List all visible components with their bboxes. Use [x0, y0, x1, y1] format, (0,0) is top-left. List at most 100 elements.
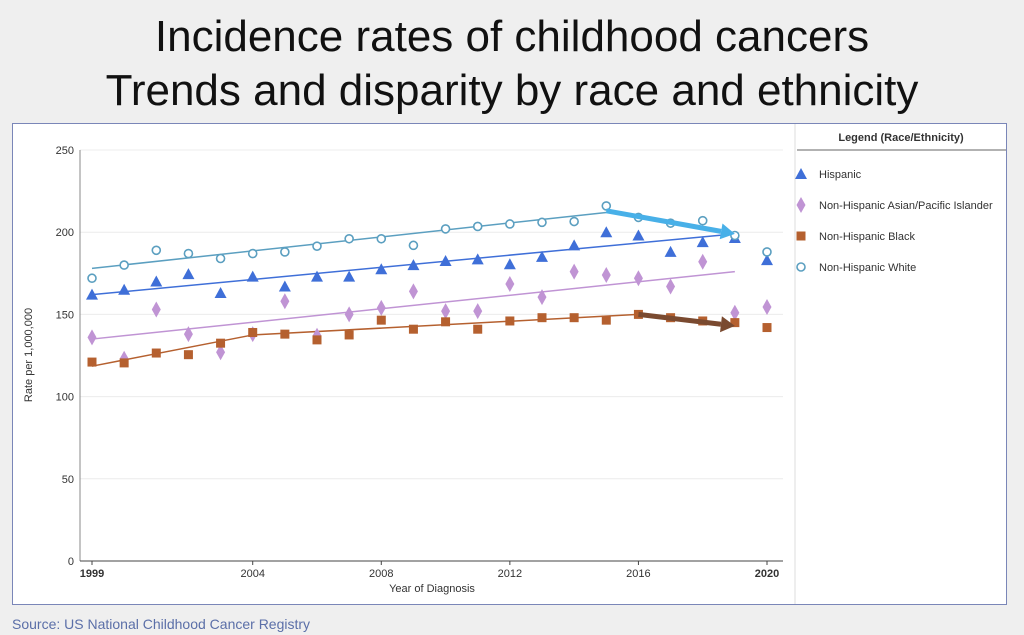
data-point-non-hispanic-black: [505, 316, 515, 326]
data-point-non-hispanic-white: [408, 240, 419, 251]
data-point-non-hispanic-white: [762, 247, 772, 257]
data-point-non-hispanic-white: [376, 233, 387, 244]
trend-line-non-hispanic-black: [91, 313, 639, 367]
data-point-hispanic: [471, 253, 484, 265]
data-point-non-hispanic-asian-pacific-islander: [505, 275, 515, 292]
legend-item-non-hispanic-white: Non-Hispanic White: [819, 262, 916, 274]
data-point-non-hispanic-white: [119, 260, 129, 270]
data-point-non-hispanic-white: [440, 224, 451, 234]
data-point-hispanic: [86, 288, 98, 300]
data-point-hispanic: [118, 283, 131, 295]
data-point-hispanic: [375, 263, 388, 275]
data-point-non-hispanic-asian-pacific-islander: [569, 263, 579, 280]
trend-arrowhead-1: [720, 316, 735, 333]
data-point-non-hispanic-white: [312, 241, 322, 251]
data-point-non-hispanic-black: [441, 317, 451, 327]
data-point-non-hispanic-black: [312, 335, 322, 345]
slide-subtitle: Trends and disparity by race and ethnici…: [105, 66, 919, 115]
data-point-non-hispanic-white: [151, 245, 162, 256]
data-point-non-hispanic-black: [216, 338, 226, 348]
data-point-non-hispanic-black: [473, 324, 483, 334]
data-point-non-hispanic-black: [119, 358, 129, 368]
x-tick-label: 2012: [498, 568, 522, 580]
legend-marker-hispanic: [795, 168, 807, 179]
data-point-non-hispanic-white: [569, 216, 579, 227]
source-note: Source: US National Childhood Cancer Reg…: [12, 616, 311, 632]
data-point-hispanic: [182, 268, 195, 280]
data-point-hispanic: [343, 270, 356, 282]
data-point-non-hispanic-white: [247, 248, 258, 259]
data-point-hispanic: [536, 250, 548, 262]
data-point-non-hispanic-black: [569, 313, 579, 323]
legend-marker-non-hispanic-white: [796, 262, 806, 272]
legend-marker-non-hispanic-black: [796, 231, 806, 241]
x-axis-label: Year of Diagnosis: [389, 583, 475, 595]
data-point-non-hispanic-asian-pacific-islander: [151, 301, 161, 318]
data-point-non-hispanic-asian-pacific-islander: [730, 304, 740, 321]
data-point-non-hispanic-white: [537, 217, 547, 228]
y-tick-label: 200: [56, 227, 74, 239]
data-point-non-hispanic-black: [344, 330, 354, 340]
data-point-hispanic: [439, 254, 452, 266]
legend-marker-non-hispanic-asian-pacific-islander: [796, 197, 806, 213]
x-tick-label: 2004: [240, 568, 264, 580]
y-tick-label: 50: [62, 474, 74, 486]
data-point-non-hispanic-white: [215, 253, 226, 264]
data-point-non-hispanic-black: [730, 318, 740, 328]
trend-arrow-1: [638, 311, 722, 327]
data-point-hispanic: [246, 270, 259, 282]
data-point-non-hispanic-black: [537, 313, 547, 323]
data-point-non-hispanic-asian-pacific-islander: [183, 326, 193, 343]
data-point-non-hispanic-asian-pacific-islander: [666, 278, 676, 295]
data-point-hispanic: [568, 239, 581, 251]
data-point-hispanic: [696, 236, 709, 248]
data-point-non-hispanic-white: [472, 221, 483, 232]
data-point-non-hispanic-white: [697, 215, 708, 226]
data-point-hispanic: [503, 258, 516, 270]
data-point-hispanic: [664, 245, 677, 257]
data-point-non-hispanic-asian-pacific-islander: [473, 303, 483, 320]
data-point-non-hispanic-asian-pacific-islander: [87, 329, 97, 346]
data-point-non-hispanic-asian-pacific-islander: [633, 270, 643, 287]
data-point-non-hispanic-black: [280, 329, 290, 339]
data-point-non-hispanic-asian-pacific-islander: [441, 303, 451, 320]
data-point-hispanic: [407, 259, 420, 271]
trend-line-non-hispanic-asian-pacific-islander: [91, 270, 735, 340]
legend-item-non-hispanic-asian-pacific-islander: Non-Hispanic Asian/Pacific Islander: [819, 200, 993, 212]
y-tick-label: 150: [56, 309, 74, 321]
data-point-non-hispanic-black: [87, 357, 97, 367]
data-point-hispanic: [278, 280, 291, 292]
data-point-non-hispanic-asian-pacific-islander: [280, 293, 290, 310]
y-tick-label: 250: [56, 145, 74, 157]
x-tick-label: 2020: [755, 568, 779, 580]
data-point-hispanic: [600, 226, 613, 238]
data-point-non-hispanic-white: [183, 248, 194, 259]
data-point-hispanic: [214, 287, 227, 299]
data-point-hispanic: [632, 229, 645, 241]
y-tick-label: 0: [68, 556, 74, 568]
data-point-non-hispanic-black: [376, 315, 386, 325]
data-point-non-hispanic-asian-pacific-islander: [601, 266, 611, 283]
data-point-non-hispanic-white: [280, 247, 290, 257]
chart-panel: [12, 123, 1007, 605]
data-point-non-hispanic-white: [505, 219, 515, 229]
x-tick-label: 1999: [80, 568, 104, 580]
data-point-non-hispanic-black: [762, 323, 772, 333]
x-tick-label: 2008: [369, 568, 393, 580]
data-point-non-hispanic-white: [87, 273, 97, 284]
data-point-non-hispanic-black: [601, 315, 611, 325]
y-axis-label: Rate per 1,000,000: [23, 308, 35, 402]
trend-arrowhead-0: [719, 223, 735, 240]
trend-arrow-0: [605, 208, 722, 234]
data-point-non-hispanic-asian-pacific-islander: [698, 253, 708, 270]
y-tick-label: 100: [56, 392, 74, 404]
data-point-non-hispanic-asian-pacific-islander: [537, 289, 547, 306]
data-point-non-hispanic-black: [183, 350, 193, 360]
legend-item-non-hispanic-black: Non-Hispanic Black: [819, 231, 915, 243]
data-point-non-hispanic-asian-pacific-islander: [344, 306, 354, 323]
data-point-non-hispanic-asian-pacific-islander: [408, 283, 418, 300]
data-point-non-hispanic-black: [151, 348, 161, 358]
x-tick-label: 2016: [626, 568, 650, 580]
data-point-non-hispanic-asian-pacific-islander: [376, 299, 386, 316]
